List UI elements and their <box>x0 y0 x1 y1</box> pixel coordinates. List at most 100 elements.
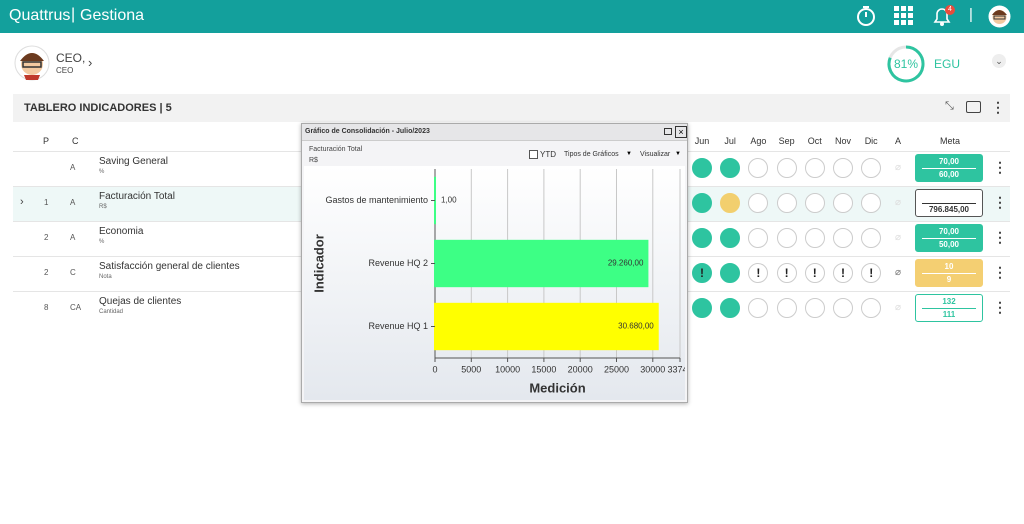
row-name[interactable]: Satisfacción general de clientes <box>99 261 240 272</box>
month-status[interactable] <box>861 193 882 213</box>
month-status[interactable] <box>748 228 769 248</box>
row-menu[interactable]: ⋮ <box>993 264 1007 280</box>
chevron[interactable]: › <box>88 55 93 70</box>
attachment-icon[interactable]: ⌀ <box>895 232 902 243</box>
row-unit: Nota <box>99 274 112 280</box>
column-header: Oct <box>807 136 822 146</box>
value-label: 30.680,00 <box>618 322 654 331</box>
month-status[interactable] <box>692 193 712 213</box>
month-status[interactable] <box>833 298 853 318</box>
month-status[interactable] <box>748 298 769 318</box>
month-status[interactable] <box>720 158 741 178</box>
month-status[interactable] <box>720 228 741 248</box>
ytd-checkbox[interactable] <box>529 150 538 159</box>
meta-box: 132 111 <box>915 294 983 322</box>
meta-box: 70,00 50,00 <box>915 224 983 252</box>
avatar[interactable] <box>988 5 1011 28</box>
month-status[interactable]: ! <box>833 263 853 283</box>
expand-chevron[interactable]: › <box>20 196 24 208</box>
user-avatar <box>14 45 50 81</box>
month-status[interactable] <box>720 193 741 213</box>
month-status[interactable] <box>692 228 712 248</box>
month-status[interactable] <box>776 228 797 248</box>
month-status[interactable] <box>776 298 797 318</box>
bar <box>434 239 649 288</box>
timer-icon[interactable] <box>855 5 877 27</box>
month-status[interactable] <box>861 228 882 248</box>
meta-value: 10 <box>944 262 954 271</box>
close-button[interactable]: × <box>675 126 687 138</box>
month-status[interactable] <box>833 158 853 178</box>
month-status[interactable] <box>861 158 882 178</box>
view-menu[interactable]: Visualizar <box>640 151 671 158</box>
brand[interactable]: Quattrus <box>9 7 71 24</box>
attachment-icon[interactable]: ⌀ <box>895 197 902 208</box>
column-header: Nov <box>834 136 851 146</box>
score-label: 81% <box>894 57 918 71</box>
month-status[interactable] <box>776 193 797 213</box>
value-label: 29.260,00 <box>608 259 644 268</box>
month-status[interactable]: ! <box>804 263 825 283</box>
month-status[interactable]: ! <box>748 263 769 283</box>
chart: 0 5000 10000 15000 20000 25000 3000033748 1,00 G… <box>304 166 685 400</box>
attachment-icon[interactable]: ⌀ <box>895 267 902 278</box>
month-status[interactable] <box>804 298 825 318</box>
meta-value: 9 <box>946 275 952 284</box>
collapse-icon[interactable]: ⤡ <box>945 100 954 112</box>
x-tick-label: 20000 <box>568 364 593 374</box>
chart-dialog: Gráfico de Consolidación - Julio/2023 × … <box>301 123 688 403</box>
chart-types-menu[interactable]: Tipos de Gráficos <box>564 151 619 158</box>
month-status[interactable] <box>720 298 741 318</box>
month-status[interactable] <box>748 158 769 178</box>
column-header: Meta <box>939 136 960 146</box>
ytd-label[interactable]: YTD <box>540 150 556 159</box>
month-status[interactable]: ! <box>692 263 712 283</box>
meta-value: 796.845,00 <box>928 205 970 214</box>
panel-title: TABLERO INDICADORES | 5 <box>24 102 172 114</box>
attachment-icon[interactable]: ⌀ <box>895 302 902 313</box>
row-name[interactable]: Facturación Total <box>99 191 175 202</box>
column-header: A <box>895 136 902 146</box>
month-status[interactable] <box>692 298 712 318</box>
column-header: P <box>43 136 50 146</box>
month-status[interactable] <box>804 158 825 178</box>
month-status[interactable] <box>861 298 882 318</box>
row-menu[interactable]: ⋮ <box>993 229 1007 245</box>
month-status[interactable] <box>720 263 741 283</box>
row-name[interactable]: Saving General <box>99 156 168 167</box>
month-status[interactable] <box>833 193 853 213</box>
column-header: Ago <box>750 136 767 146</box>
month-status[interactable] <box>804 228 825 248</box>
column-header: Dic <box>864 136 878 146</box>
row-name[interactable]: Economia <box>99 226 144 237</box>
month-status[interactable] <box>804 193 825 213</box>
score-ring: 81% <box>887 45 925 83</box>
row-menu[interactable]: ⋮ <box>993 299 1007 315</box>
month-status[interactable] <box>833 228 853 248</box>
dropdown[interactable]: ⌄ <box>992 54 1006 68</box>
x-tick-label: 15000 <box>531 364 556 374</box>
row-p: 2 <box>44 268 49 277</box>
meta-value: 70,00 <box>938 227 960 236</box>
month-status[interactable] <box>692 158 712 178</box>
x-tick-label: 10000 <box>495 364 520 374</box>
month-status[interactable]: ! <box>861 263 882 283</box>
row-menu[interactable]: ⋮ <box>993 159 1007 175</box>
bar <box>434 302 659 351</box>
row-name[interactable]: Quejas de clientes <box>99 296 182 307</box>
separator: | <box>969 6 973 23</box>
bell-icon[interactable] <box>931 5 953 27</box>
attachment-icon[interactable]: ⌀ <box>895 162 902 173</box>
month-status[interactable] <box>776 158 797 178</box>
view-icon[interactable] <box>966 101 981 113</box>
row-menu[interactable]: ⋮ <box>993 194 1007 210</box>
maximize-button[interactable] <box>664 128 672 135</box>
menu-icon[interactable]: ⋮ <box>991 99 1005 115</box>
y-tick-label: Revenue HQ 2 <box>368 258 428 268</box>
apps-icon[interactable] <box>893 5 915 27</box>
month-status[interactable]: ! <box>776 263 797 283</box>
month-status[interactable] <box>748 193 769 213</box>
meta-value: 111 <box>942 310 956 319</box>
